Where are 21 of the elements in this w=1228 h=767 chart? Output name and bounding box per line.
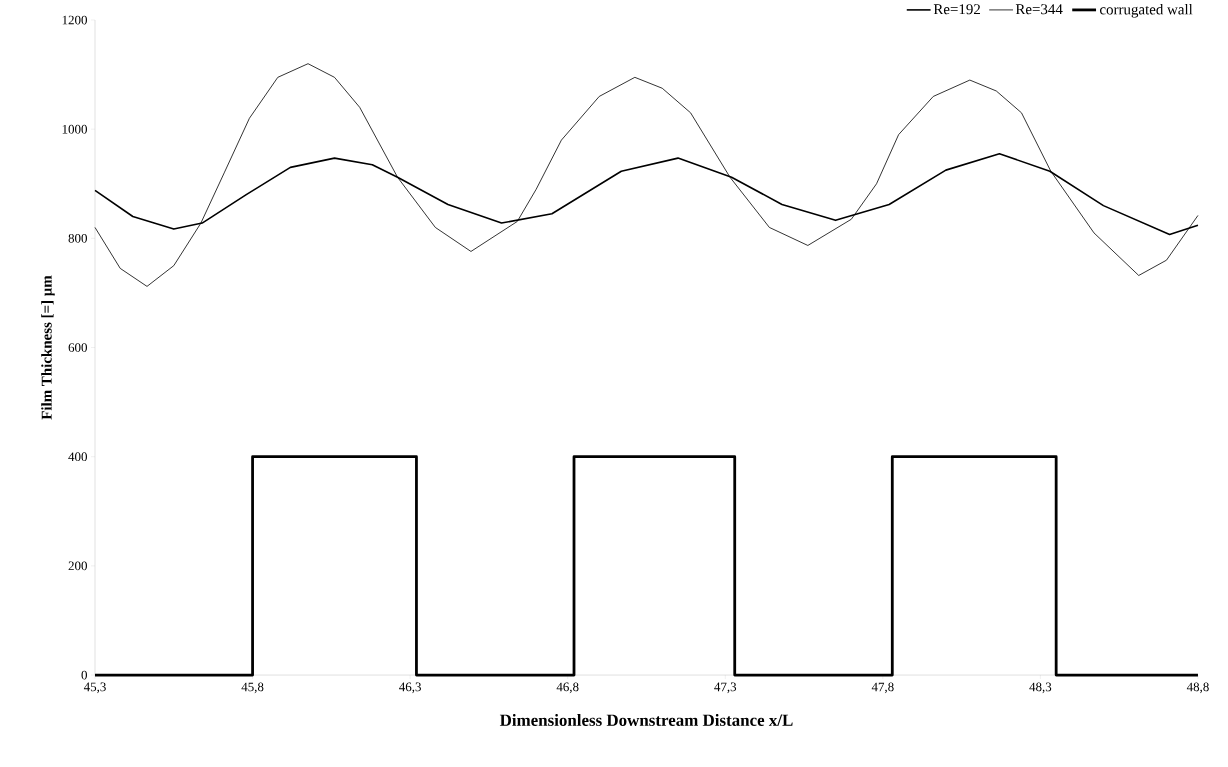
- legend-label: Re=192: [933, 4, 980, 15]
- x-tick-label: 48,8: [1186, 682, 1209, 694]
- x-tick-label: 47,3: [714, 682, 737, 694]
- y-tick-label: 1200: [62, 15, 87, 25]
- x-tick-label: 46,8: [556, 682, 579, 694]
- y-tick-label: 800: [68, 233, 87, 243]
- x-tick-label: 45,8: [241, 682, 264, 694]
- x-tick-label: 45,3: [83, 682, 106, 694]
- legend-label: Re=344: [1015, 4, 1063, 15]
- legend-label: corrugated wall: [1099, 3, 1193, 18]
- x-tick-label: 48,3: [1029, 682, 1052, 694]
- x-tick-label: 46,3: [399, 682, 421, 694]
- y-tick-label: 0: [81, 670, 87, 680]
- y-tick-label: 400: [68, 452, 87, 462]
- y-tick-label: 200: [68, 561, 87, 571]
- line-series: [94, 63, 1199, 287]
- x-axis-title: Dimensionless Downstream Distance x/L: [499, 713, 793, 726]
- y-tick-label: 1000: [62, 124, 87, 134]
- y-axis-title: Film Thickness [=] μm: [41, 275, 55, 420]
- y-tick-label: 600: [68, 343, 87, 352]
- x-tick-label: 47,8: [871, 682, 894, 694]
